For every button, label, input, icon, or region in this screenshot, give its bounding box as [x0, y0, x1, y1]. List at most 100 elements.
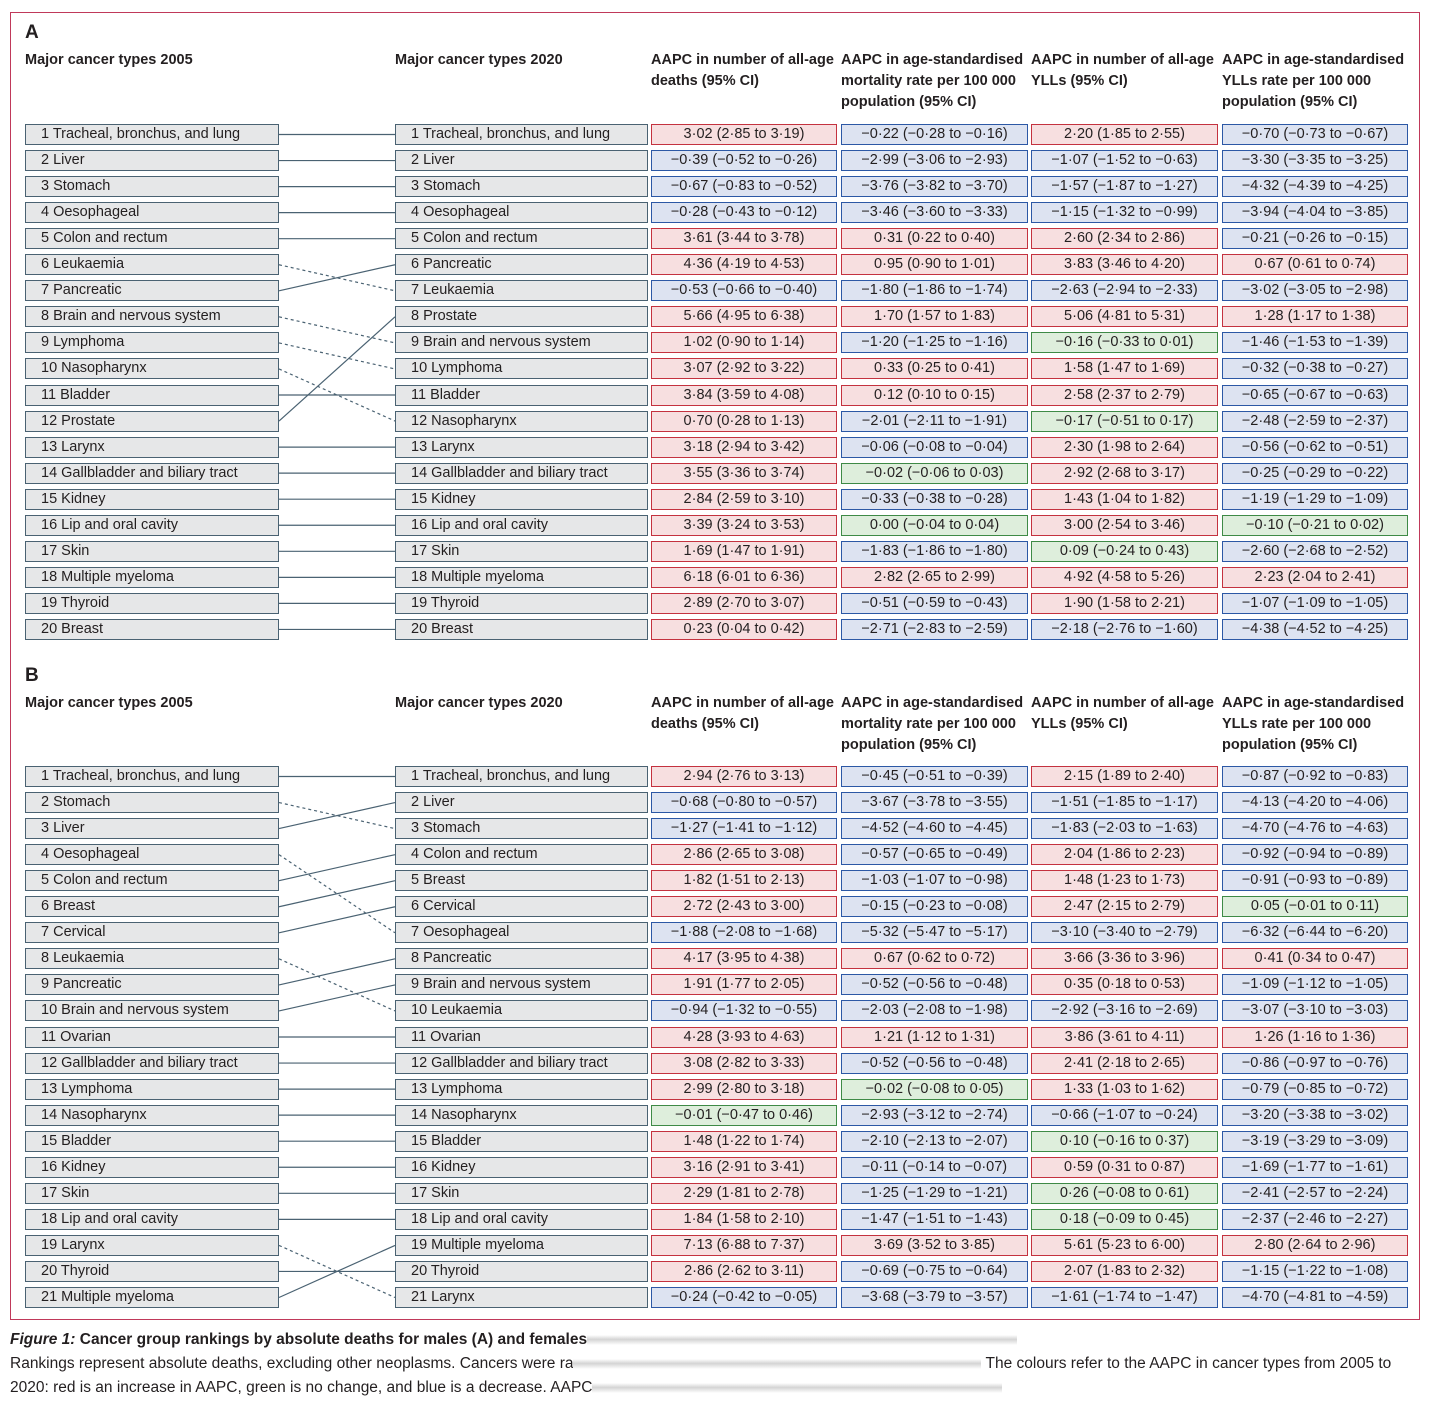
- redacted-text: [573, 1358, 982, 1369]
- aapc-mortality-rate-cell: −1·47 (−1·51 to −1·43): [841, 1208, 1028, 1230]
- aapc-ylls-rate-cell: −3·02 (−3·05 to −2·98): [1222, 280, 1408, 302]
- aapc-ylls-rate-cell: −2·41 (−2·57 to −2·24): [1222, 1182, 1408, 1204]
- aapc-deaths-cell: 1·84 (1·58 to 2·10): [651, 1208, 837, 1230]
- rank-2005-item: 17 Skin: [25, 540, 279, 562]
- aapc-mortality-rate-cell: −3·46 (−3·60 to −3·33): [841, 202, 1028, 224]
- aapc-deaths-cell: −0·53 (−0·66 to −0·40): [651, 280, 837, 302]
- rank-link: [278, 264, 396, 292]
- rank-drop-link: [278, 854, 396, 934]
- rank-2020-item: 12 Nasopharynx: [395, 410, 648, 432]
- rank-drop-link: [278, 342, 396, 370]
- header-types-2005: Major cancer types 2005: [25, 52, 193, 68]
- aapc-deaths-cell: 3·16 (2·91 to 3·41): [651, 1156, 837, 1178]
- aapc-deaths-cell: 5·66 (4·95 to 6·38): [651, 306, 837, 328]
- rank-2020-item: 7 Oesophageal: [395, 922, 648, 944]
- aapc-ylls-rate-cell: −4·38 (−4·52 to −4·25): [1222, 618, 1408, 640]
- aapc-ylls-rate-cell: −6·32 (−6·44 to −6·20): [1222, 922, 1408, 944]
- rank-2020-item: 16 Kidney: [395, 1156, 648, 1178]
- aapc-ylls-cell: 2·92 (2·68 to 3·17): [1031, 462, 1218, 484]
- aapc-ylls-cell: 2·58 (2·37 to 2·79): [1031, 384, 1218, 406]
- aapc-deaths-cell: −0·39 (−0·52 to −0·26): [651, 150, 837, 172]
- aapc-deaths-cell: 2·84 (2·59 to 3·10): [651, 488, 837, 510]
- aapc-ylls-cell: 0·26 (−0·08 to 0·61): [1031, 1182, 1218, 1204]
- rank-2005-item: 20 Breast: [25, 618, 279, 640]
- aapc-mortality-rate-cell: 2·82 (2·65 to 2·99): [841, 566, 1028, 588]
- rank-link: [278, 906, 396, 934]
- panel-letter: B: [25, 665, 39, 686]
- aapc-ylls-cell: 2·41 (2·18 to 2·65): [1031, 1052, 1218, 1074]
- aapc-ylls-cell: −2·18 (−2·76 to −1·60): [1031, 618, 1218, 640]
- rank-2005-item: 10 Brain and nervous system: [25, 1000, 279, 1022]
- aapc-mortality-rate-cell: −0·11 (−0·14 to −0·07): [841, 1156, 1028, 1178]
- aapc-ylls-rate-cell: 1·26 (1·16 to 1·36): [1222, 1026, 1408, 1048]
- aapc-ylls-rate-cell: −0·91 (−0·93 to −0·89): [1222, 870, 1408, 892]
- aapc-ylls-rate-cell: −1·07 (−1·09 to −1·05): [1222, 592, 1408, 614]
- aapc-ylls-cell: −0·17 (−0·51 to 0·17): [1031, 410, 1218, 432]
- aapc-mortality-rate-cell: −2·03 (−2·08 to −1·98): [841, 1000, 1028, 1022]
- aapc-ylls-rate-cell: 0·67 (0·61 to 0·74): [1222, 254, 1408, 276]
- aapc-ylls-rate-cell: −0·65 (−0·67 to −0·63): [1222, 384, 1408, 406]
- rank-2005-item: 13 Larynx: [25, 436, 279, 458]
- aapc-deaths-cell: 1·91 (1·77 to 2·05): [651, 974, 837, 996]
- rank-2020-item: 8 Pancreatic: [395, 948, 648, 970]
- rank-link: [278, 801, 396, 830]
- aapc-ylls-rate-cell: −3·20 (−3·38 to −3·02): [1222, 1104, 1408, 1126]
- aapc-mortality-rate-cell: −2·99 (−3·06 to −2·93): [841, 150, 1028, 172]
- rank-2005-item: 11 Ovarian: [25, 1026, 279, 1048]
- aapc-ylls-rate-cell: −4·70 (−4·76 to −4·63): [1222, 818, 1408, 840]
- redacted-text: [592, 1382, 1003, 1393]
- aapc-ylls-cell: −0·66 (−1·07 to −0·24): [1031, 1104, 1218, 1126]
- rank-2005-item: 19 Larynx: [25, 1234, 279, 1256]
- aapc-mortality-rate-cell: −1·25 (−1·29 to −1·21): [841, 1182, 1028, 1204]
- rank-2020-item: 18 Multiple myeloma: [395, 566, 648, 588]
- aapc-ylls-cell: −1·57 (−1·87 to −1·27): [1031, 176, 1218, 198]
- aapc-ylls-cell: 2·07 (1·83 to 2·32): [1031, 1260, 1218, 1282]
- aapc-deaths-cell: 2·89 (2·70 to 3·07): [651, 592, 837, 614]
- aapc-ylls-rate-cell: −0·32 (−0·38 to −0·27): [1222, 358, 1408, 380]
- rank-2005-item: 3 Liver: [25, 818, 279, 840]
- aapc-ylls-rate-cell: −1·15 (−1·22 to −1·08): [1222, 1260, 1408, 1282]
- aapc-mortality-rate-cell: −0·22 (−0·28 to −0·16): [841, 124, 1028, 145]
- header-types-2020: Major cancer types 2020: [395, 52, 563, 68]
- aapc-mortality-rate-cell: 1·70 (1·57 to 1·83): [841, 306, 1028, 328]
- rank-2005-item: 12 Prostate: [25, 410, 279, 432]
- aapc-mortality-rate-cell: −0·02 (−0·08 to 0·05): [841, 1078, 1028, 1100]
- aapc-ylls-cell: 2·30 (1·98 to 2·64): [1031, 436, 1218, 458]
- rank-2005-item: 18 Multiple myeloma: [25, 566, 279, 588]
- rank-2005-item: 15 Bladder: [25, 1130, 279, 1152]
- aapc-deaths-cell: 2·86 (2·65 to 3·08): [651, 844, 837, 866]
- aapc-ylls-rate-cell: 0·41 (0·34 to 0·47): [1222, 948, 1408, 970]
- rank-2005-item: 14 Gallbladder and biliary tract: [25, 462, 279, 484]
- aapc-ylls-cell: −1·83 (−2·03 to −1·63): [1031, 818, 1218, 840]
- aapc-deaths-cell: 2·29 (1·81 to 2·78): [651, 1182, 837, 1204]
- aapc-ylls-cell: 1·58 (1·47 to 1·69): [1031, 358, 1218, 380]
- aapc-mortality-rate-cell: 0·00 (−0·04 to 0·04): [841, 514, 1028, 536]
- rank-2005-item: 1 Tracheal, bronchus, and lung: [25, 766, 279, 787]
- aapc-ylls-cell: 0·59 (0·31 to 0·87): [1031, 1156, 1218, 1178]
- aapc-ylls-rate-cell: −0·79 (−0·85 to −0·72): [1222, 1078, 1408, 1100]
- aapc-deaths-cell: −0·94 (−1·32 to −0·55): [651, 1000, 837, 1022]
- aapc-mortality-rate-cell: −2·10 (−2·13 to −2·07): [841, 1130, 1028, 1152]
- rank-2005-item: 7 Cervical: [25, 922, 279, 944]
- aapc-deaths-cell: −0·01 (−0·47 to 0·46): [651, 1104, 837, 1126]
- aapc-mortality-rate-cell: 1·21 (1·12 to 1·31): [841, 1026, 1028, 1048]
- aapc-deaths-cell: 7·13 (6·88 to 7·37): [651, 1234, 837, 1256]
- aapc-mortality-rate-cell: −0·45 (−0·51 to −0·39): [841, 766, 1028, 787]
- rank-2020-item: 14 Gallbladder and biliary tract: [395, 462, 648, 484]
- header-aapc-ylls-rate: AAPC in age-standardised YLLs rate per 1…: [1222, 695, 1405, 753]
- header-types-2005: Major cancer types 2005: [25, 695, 193, 711]
- rank-link: [278, 1244, 396, 1299]
- aapc-ylls-rate-cell: −4·13 (−4·20 to −4·06): [1222, 792, 1408, 814]
- rank-2020-item: 11 Bladder: [395, 384, 648, 406]
- aapc-deaths-cell: 3·07 (2·92 to 3·22): [651, 358, 837, 380]
- aapc-mortality-rate-cell: 0·95 (0·90 to 1·01): [841, 254, 1028, 276]
- rank-2020-item: 5 Breast: [395, 870, 648, 892]
- aapc-ylls-cell: 3·83 (3·46 to 4·20): [1031, 254, 1218, 276]
- aapc-ylls-cell: 4·92 (4·58 to 5·26): [1031, 566, 1218, 588]
- aapc-deaths-cell: −0·67 (−0·83 to −0·52): [651, 176, 837, 198]
- rank-2005-item: 11 Bladder: [25, 384, 279, 406]
- rank-2005-item: 20 Thyroid: [25, 1260, 279, 1282]
- aapc-mortality-rate-cell: −4·52 (−4·60 to −4·45): [841, 818, 1028, 840]
- rank-2020-item: 18 Lip and oral cavity: [395, 1208, 648, 1230]
